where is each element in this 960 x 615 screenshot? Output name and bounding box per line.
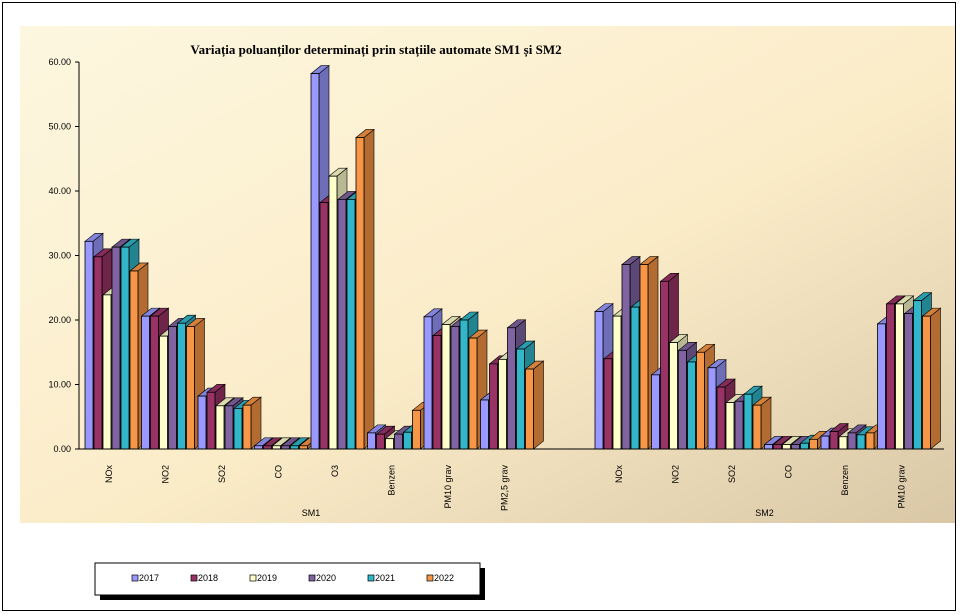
x-tick-label: PM10 grav	[897, 465, 907, 509]
legend-item-2018: 2018	[190, 573, 218, 583]
bars	[84, 64, 942, 450]
x-tick-label: Benzen	[840, 465, 850, 496]
legend-swatch	[367, 574, 375, 582]
x-tick-label: SO2	[217, 465, 227, 483]
bar-SM1-SO2-2022	[242, 396, 262, 450]
legend-swatch	[308, 574, 316, 582]
x-tick-label: CO	[784, 465, 794, 479]
legend-swatch	[190, 574, 198, 582]
legend-item-2017: 2017	[131, 573, 159, 583]
legend-swatch	[249, 574, 257, 582]
x-tick-label: NO2	[671, 465, 681, 484]
x-tick-label: Benzen	[387, 465, 397, 496]
chart-canvas: Variația poluanților determinați prin st…	[20, 26, 955, 600]
legend-label: 2020	[316, 573, 336, 583]
legend-box	[94, 562, 481, 596]
x-tick-label: PM10 grav	[443, 465, 453, 509]
x-tick-label: NOx	[614, 465, 624, 484]
x-tick-label: O3	[330, 465, 340, 477]
legend-item-2021: 2021	[367, 573, 395, 583]
bar-SM2-PM10 grav-2022	[921, 307, 942, 450]
y-tick-label: 40.00	[48, 186, 71, 196]
legend: 2017 2018 2019 2020 2021 2022	[94, 562, 485, 600]
x-tick-label: PM2,5 grav	[500, 465, 510, 512]
legend-swatch	[426, 574, 434, 582]
x-tick-label: NO2	[161, 465, 171, 484]
legend-label: 2021	[375, 573, 395, 583]
y-tick-label: 60.00	[48, 57, 71, 67]
y-tick-label: 30.00	[48, 251, 71, 261]
legend-item-2022: 2022	[426, 573, 454, 583]
bar-SM1-O3-2022	[355, 128, 375, 450]
y-tick-label: 50.00	[48, 122, 71, 132]
legend-swatch	[131, 574, 139, 582]
y-tick-label: 0.00	[53, 444, 71, 454]
y-axis: 0.00 10.00 20.00 30.00 40.00 50.00 60.00	[48, 57, 80, 454]
group-label: SM2	[755, 508, 774, 518]
bar-SM1-PM2,5 grav-2022	[524, 360, 545, 450]
legend-label: 2022	[434, 573, 454, 583]
chart-title: Variația poluanților determinați prin st…	[190, 42, 561, 58]
x-tick-label: SO2	[727, 465, 737, 483]
y-tick-label: 20.00	[48, 315, 71, 325]
x-tick-label: NOx	[104, 465, 114, 484]
y-tick-label: 10.00	[48, 380, 71, 390]
legend-label: 2018	[198, 573, 218, 583]
legend-label: 2017	[139, 573, 159, 583]
legend-item-2020: 2020	[308, 573, 336, 583]
group-label: SM1	[302, 508, 321, 518]
x-axis: NOx NO2 SO2 CO O3 Benzen PM10 grav PM2,5 grav SM…	[79, 448, 944, 518]
x-tick-label: CO	[274, 465, 284, 479]
legend-item-2019: 2019	[249, 573, 277, 583]
legend-label: 2019	[257, 573, 277, 583]
